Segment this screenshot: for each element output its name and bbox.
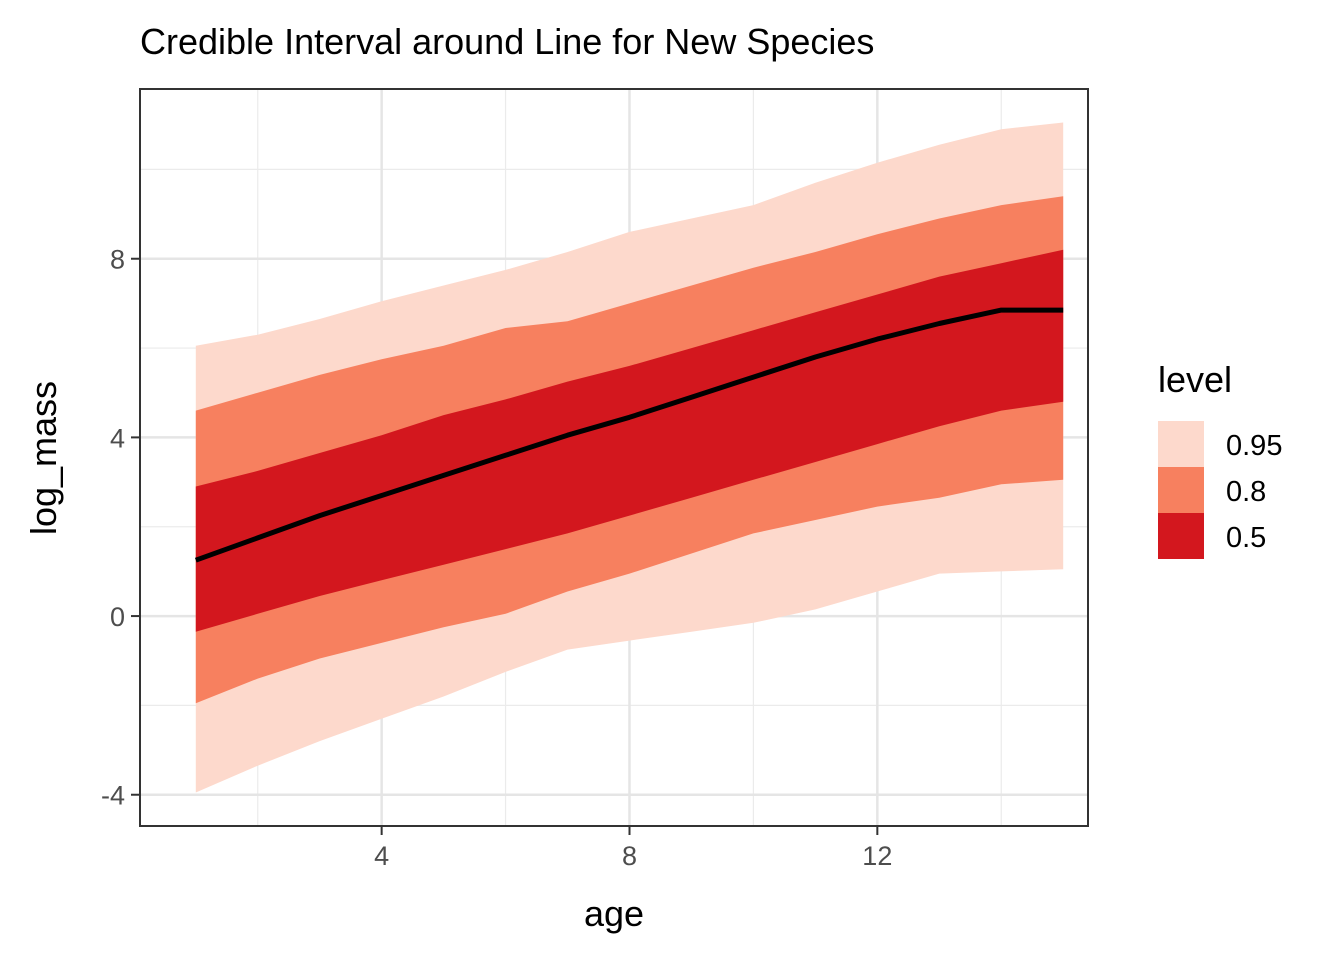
plot-panel: [139, 88, 1089, 827]
x-tick-label: 12: [862, 841, 892, 871]
legend: level 0.95 0.8 0.5: [1158, 359, 1282, 559]
legend-entries: 0.95 0.8 0.5: [1158, 421, 1282, 559]
y-tick-label: 4: [110, 423, 125, 453]
x-axis-ticks: 4 8 12: [374, 826, 892, 871]
y-axis-ticks: -4 0 4 8: [101, 245, 140, 811]
panel-border: [139, 88, 1089, 827]
y-tick-label: 0: [110, 602, 125, 632]
legend-title: level: [1158, 359, 1232, 400]
median-line-group: [194, 307, 1064, 563]
band-0-5: [195, 249, 1064, 632]
y-axis-title: log_mass: [23, 381, 64, 535]
median-line: [194, 307, 1064, 563]
x-tick-label: 8: [622, 841, 637, 871]
legend-label: 0.8: [1226, 476, 1266, 508]
legend-label: 0.5: [1226, 522, 1266, 554]
y-tick-label: 8: [110, 245, 125, 275]
credible-bands: [195, 122, 1064, 793]
chart-title: Credible Interval around Line for New Sp…: [140, 21, 874, 62]
legend-label: 0.95: [1226, 430, 1282, 462]
legend-swatch: [1158, 513, 1204, 559]
legend-swatch: [1158, 421, 1204, 467]
legend-swatch: [1158, 467, 1204, 513]
y-tick-label: -4: [101, 781, 125, 811]
x-axis-title: age: [584, 893, 644, 934]
x-tick-label: 4: [374, 841, 389, 871]
